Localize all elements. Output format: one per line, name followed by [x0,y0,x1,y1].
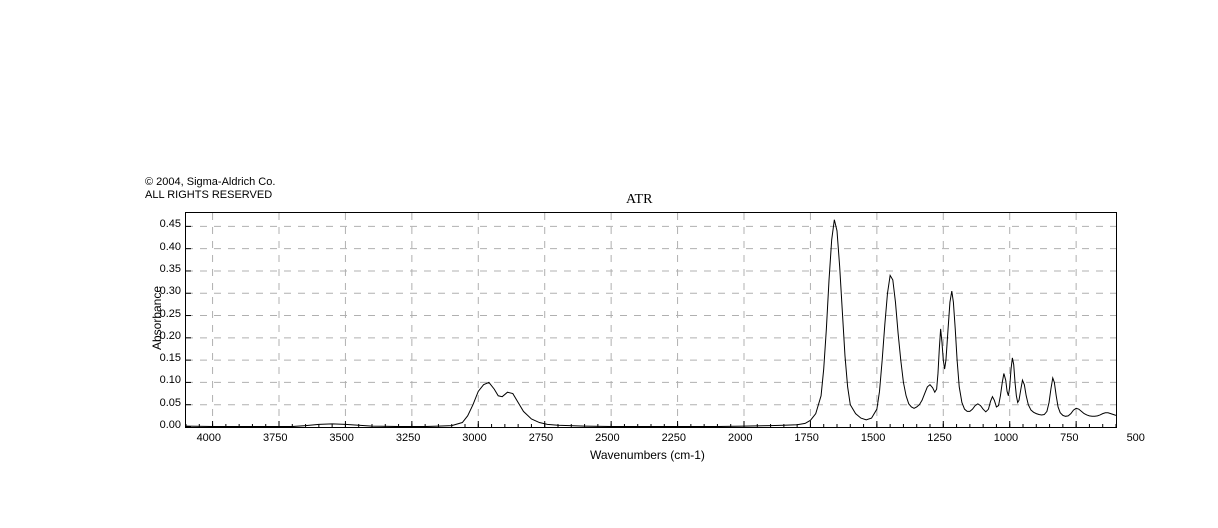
copyright-line1: © 2004, Sigma-Aldrich Co. [145,176,275,189]
x-tick-label: 750 [1060,432,1078,444]
x-tick-label: 3250 [396,432,420,444]
x-tick-label: 1000 [994,432,1018,444]
x-tick-label: 2750 [529,432,553,444]
y-tick-label: 0.05 [160,397,181,409]
x-tick-label: 2000 [728,432,752,444]
x-tick-label: 4000 [197,432,221,444]
y-tick-label: 0.45 [160,218,181,230]
y-tick-label: 0.40 [160,241,181,253]
y-tick-label: 0.35 [160,263,181,275]
x-tick-label: 2500 [595,432,619,444]
y-tick-label: 0.10 [160,374,181,386]
x-tick-label: 1250 [927,432,951,444]
y-tick-label: 0.30 [160,285,181,297]
copyright-block: © 2004, Sigma-Aldrich Co. ALL RIGHTS RES… [145,176,275,202]
x-tick-label: 500 [1127,432,1145,444]
y-tick-label: 0.15 [160,352,181,364]
x-tick-label: 3000 [462,432,486,444]
x-tick-label: 3750 [263,432,287,444]
y-tick-label: 0.25 [160,308,181,320]
plot-area [185,212,1117,428]
copyright-line2: ALL RIGHTS RESERVED [145,189,275,202]
x-tick-label: 1500 [861,432,885,444]
spectrum-svg [186,213,1116,427]
chart-title: ATR [626,192,652,208]
x-tick-label: 3500 [329,432,353,444]
x-axis-label: Wavenumbers (cm-1) [590,448,705,462]
x-tick-label: 1750 [794,432,818,444]
y-tick-label: 0.00 [160,419,181,431]
x-tick-label: 2250 [662,432,686,444]
y-tick-label: 0.20 [160,330,181,342]
